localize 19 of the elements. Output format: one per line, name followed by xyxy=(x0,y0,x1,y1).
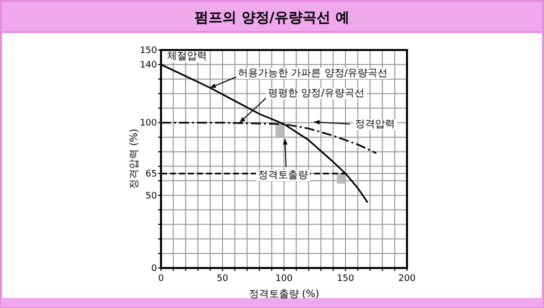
annotation: 정격토출량 xyxy=(258,170,308,181)
annotation: 체절압력 xyxy=(167,51,207,62)
y-tick-label: 65 xyxy=(146,170,157,180)
x-tick-label: 150 xyxy=(336,274,354,284)
annotation: 허용가능한 가파른 양정/유량곡선 xyxy=(238,68,388,79)
y-tick-label: 0 xyxy=(151,264,158,274)
y-tick-label: 100 xyxy=(140,118,158,129)
x-tick-label: 50 xyxy=(216,274,228,284)
y-tick-label: 140 xyxy=(140,60,158,71)
y-tick-label: 150 xyxy=(140,46,158,56)
x-tick-label: 200 xyxy=(398,274,416,284)
y-tick-label: 50 xyxy=(146,191,158,202)
x-tick-label: 100 xyxy=(275,274,293,284)
chart-title: 펌프의 양정/유량곡선 예 xyxy=(194,10,350,26)
x-axis-title: 정격토출량 (%) xyxy=(248,289,320,300)
annotation: 정격압력 xyxy=(355,119,395,130)
annotation: 평평한 양정/유량곡선 xyxy=(268,88,365,99)
x-tick-label: 0 xyxy=(158,274,164,284)
y-axis-title: 정격압력 (%) xyxy=(129,128,140,190)
